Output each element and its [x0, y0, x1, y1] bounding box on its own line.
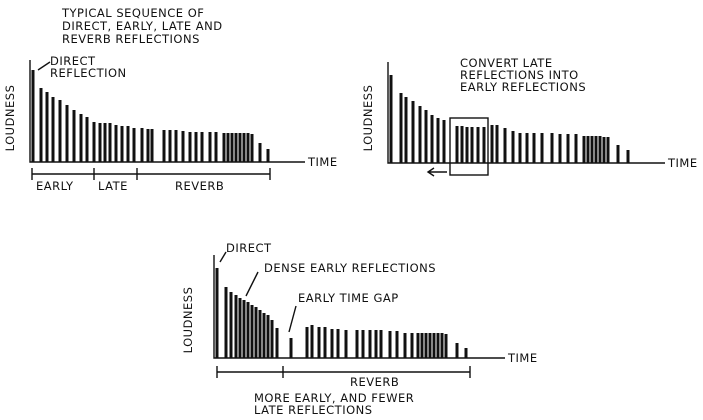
axes: [213, 255, 505, 359]
y-label: LOUDNESS: [181, 287, 195, 354]
x-label: TIME: [507, 351, 538, 365]
arrow: [426, 167, 447, 177]
segment-label: REVERB: [350, 375, 399, 389]
highlight-box: [449, 117, 489, 176]
title-line: TYPICAL SEQUENCE OF: [61, 6, 204, 20]
segment-label: REVERB: [175, 179, 224, 193]
title-line: EARLY REFLECTIONS: [460, 80, 586, 94]
segment-bracket: [216, 366, 471, 378]
segment-label: LATE: [98, 179, 128, 193]
panel-3: DIRECT DENSE EARLY REFLECTIONS EARLY TIM…: [181, 241, 538, 417]
label: EARLY TIME GAP: [298, 291, 399, 305]
pointer: [219, 251, 227, 263]
y-label: LOUDNESS: [3, 85, 17, 152]
title-line: REVERB REFLECTIONS: [62, 32, 200, 46]
title-line: CONVERT LATE: [460, 56, 553, 70]
label: DIRECT: [50, 54, 96, 68]
x-label: TIME: [307, 155, 338, 169]
pointer: [245, 271, 259, 297]
label: DIRECT: [226, 241, 272, 255]
caption-line: MORE EARLY, AND FEWER: [254, 391, 414, 405]
title-line: REFLECTIONS INTO: [460, 68, 579, 82]
x-label: TIME: [667, 156, 698, 170]
axes: [29, 60, 305, 163]
pointer: [288, 305, 297, 333]
caption-line: LATE REFLECTIONS: [254, 403, 373, 417]
segment-label: EARLY: [36, 179, 74, 193]
axes: [387, 62, 665, 164]
panel-1: TYPICAL SEQUENCE OF DIRECT, EARLY, LATE …: [3, 6, 338, 193]
y-label: LOUDNESS: [361, 85, 375, 152]
title-line: DIRECT, EARLY, LATE AND: [62, 19, 223, 33]
label: DENSE EARLY REFLECTIONS: [264, 261, 436, 275]
segment-bracket: [31, 168, 271, 180]
pointer: [37, 61, 51, 71]
label: REFLECTION: [50, 66, 127, 80]
panel-2: CONVERT LATE REFLECTIONS INTO EARLY REFL…: [361, 56, 698, 177]
